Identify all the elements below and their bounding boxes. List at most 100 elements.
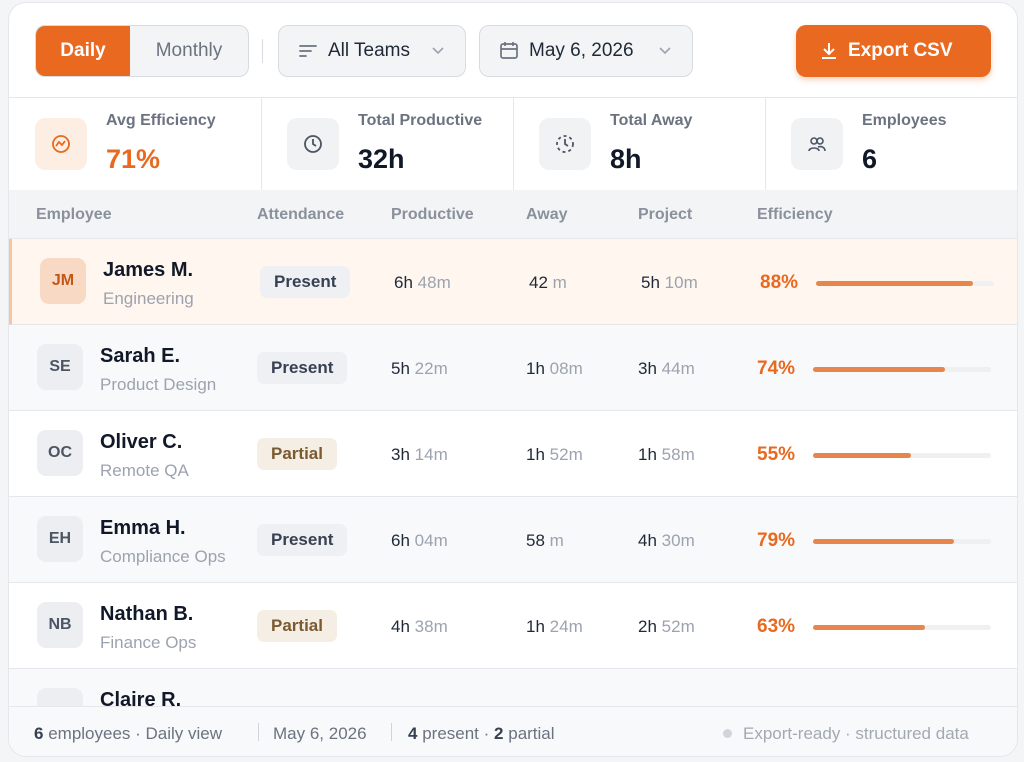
amount: 5h bbox=[641, 273, 660, 292]
footer-count: 6 employees · Daily view bbox=[34, 724, 222, 744]
attendance-badge: Present bbox=[260, 266, 351, 298]
unit: 30m bbox=[661, 531, 695, 550]
column-header: Attendance bbox=[257, 206, 345, 223]
footer-date: May 6, 2026 bbox=[273, 724, 367, 743]
duration: 3h 14m bbox=[391, 445, 448, 465]
column-header: Efficiency bbox=[757, 206, 833, 223]
unit: m bbox=[549, 531, 564, 550]
amount: 1h bbox=[526, 617, 545, 636]
stat-card: Employees 6 bbox=[765, 98, 1017, 190]
download-icon bbox=[822, 43, 836, 59]
table-row[interactable]: JM James M. Engineering Present 6h 48m 42 m 5h… bbox=[9, 239, 1017, 325]
unit: 52m bbox=[549, 445, 583, 464]
table-row[interactable]: NB Nathan B. Finance Ops Partial 4h 38m 1h 24… bbox=[9, 583, 1017, 669]
stat-label: Total Away bbox=[610, 112, 693, 129]
export-button[interactable]: Export CSV bbox=[796, 25, 991, 77]
employee-team: Compliance Ops bbox=[100, 547, 226, 566]
monthly-tab[interactable]: Monthly bbox=[155, 40, 223, 61]
attendance-badge: Partial bbox=[257, 438, 337, 470]
attendance-badge: Partial bbox=[257, 610, 337, 642]
icon bbox=[808, 137, 826, 152]
stat-icon bbox=[791, 118, 843, 170]
duration: 58 m bbox=[526, 531, 564, 551]
divider bbox=[258, 723, 259, 741]
export-label: Export CSV bbox=[848, 40, 953, 61]
efficiency-track bbox=[813, 367, 991, 372]
view-toggle[interactable]: Daily Monthly bbox=[35, 25, 249, 77]
employee-name: Emma H. bbox=[100, 517, 186, 539]
employee-name: Sarah E. bbox=[100, 345, 181, 367]
efficiency-label: 55% bbox=[757, 444, 796, 465]
duration: 5h 10m bbox=[641, 273, 698, 293]
column-header: Productive bbox=[391, 206, 474, 223]
stat-label: Employees bbox=[862, 112, 947, 129]
amount: 1h bbox=[526, 445, 545, 464]
efficiency-track bbox=[813, 453, 991, 458]
duration: 42 m bbox=[529, 273, 567, 293]
unit: 58m bbox=[661, 445, 695, 464]
duration: 4h 38m bbox=[391, 617, 448, 637]
date-picker[interactable]: May 6, 2026 bbox=[479, 25, 693, 77]
avatar: JM bbox=[40, 258, 86, 304]
filter-icon bbox=[299, 45, 317, 57]
efficiency-label: 79% bbox=[757, 530, 796, 551]
amount: 1h bbox=[638, 445, 657, 464]
team-filter[interactable]: All Teams bbox=[278, 25, 466, 77]
column-header: Project bbox=[638, 206, 693, 223]
efficiency-bar bbox=[813, 367, 945, 372]
daily-tab[interactable]: Daily bbox=[36, 26, 130, 76]
divider bbox=[391, 723, 392, 741]
count-text: employees · Daily view bbox=[48, 724, 223, 743]
duration: 1h 24m bbox=[526, 617, 583, 637]
footer-status: Export-ready · structured data bbox=[743, 724, 969, 743]
efficiency-bar bbox=[813, 453, 911, 458]
amount: 2h bbox=[638, 617, 657, 636]
stats-bar: Avg Efficiency 71% Total Productive 32h Tota… bbox=[9, 97, 1017, 191]
footer-attendance: 4 present · 2 partial bbox=[408, 724, 555, 744]
efficiency-track bbox=[813, 625, 991, 630]
unit: m bbox=[552, 273, 567, 292]
count: 6 bbox=[34, 724, 44, 743]
column-header: Away bbox=[526, 206, 568, 223]
avatar: SE bbox=[37, 344, 83, 390]
unit: 22m bbox=[414, 359, 448, 378]
table-row[interactable]: OC Oliver C. Remote QA Partial 3h 14m 1h 52m 1… bbox=[9, 411, 1017, 497]
duration: 1h 52m bbox=[526, 445, 583, 465]
amount: 6h bbox=[394, 273, 413, 292]
stat-card: Total Away 8h bbox=[513, 98, 766, 190]
attendance-badge: Present bbox=[257, 524, 348, 556]
employee-name: Nathan B. bbox=[100, 603, 194, 625]
employee-name: James M. bbox=[103, 259, 194, 281]
table-row[interactable]: EH Emma H. Compliance Ops Present 6h 04m 58 m… bbox=[9, 497, 1017, 583]
icon bbox=[556, 135, 574, 153]
stat-value: 32h bbox=[358, 144, 405, 174]
unit: 04m bbox=[414, 531, 448, 550]
stat-icon bbox=[287, 118, 339, 170]
table-row[interactable]: SE Sarah E. Product Design Present 5h 22m 1h … bbox=[9, 325, 1017, 411]
employee-team: Remote QA bbox=[100, 461, 189, 480]
attendance-badge: Present bbox=[257, 352, 348, 384]
amount: 58 bbox=[526, 531, 545, 550]
icon bbox=[304, 135, 322, 153]
column-header: Employee bbox=[36, 206, 112, 223]
amount: 6h bbox=[391, 531, 410, 550]
stat-label: Total Productive bbox=[358, 112, 483, 129]
duration: 1h 08m bbox=[526, 359, 583, 379]
stat-value: 8h bbox=[610, 144, 642, 174]
unit: 38m bbox=[414, 617, 448, 636]
amount: 42 bbox=[529, 273, 548, 292]
efficiency-bar bbox=[813, 539, 954, 544]
chevron bbox=[432, 47, 444, 55]
efficiency-track bbox=[813, 539, 991, 544]
unit: 24m bbox=[549, 617, 583, 636]
unit: 44m bbox=[661, 359, 695, 378]
date-label: May 6, 2026 bbox=[529, 40, 634, 61]
divider bbox=[262, 39, 263, 63]
stat-value: 6 bbox=[862, 144, 878, 174]
efficiency-track bbox=[816, 281, 994, 286]
duration: 1h 58m bbox=[638, 445, 695, 465]
team-filter-label: All Teams bbox=[328, 40, 411, 61]
amount: 3h bbox=[638, 359, 657, 378]
duration: 2h 52m bbox=[638, 617, 695, 637]
